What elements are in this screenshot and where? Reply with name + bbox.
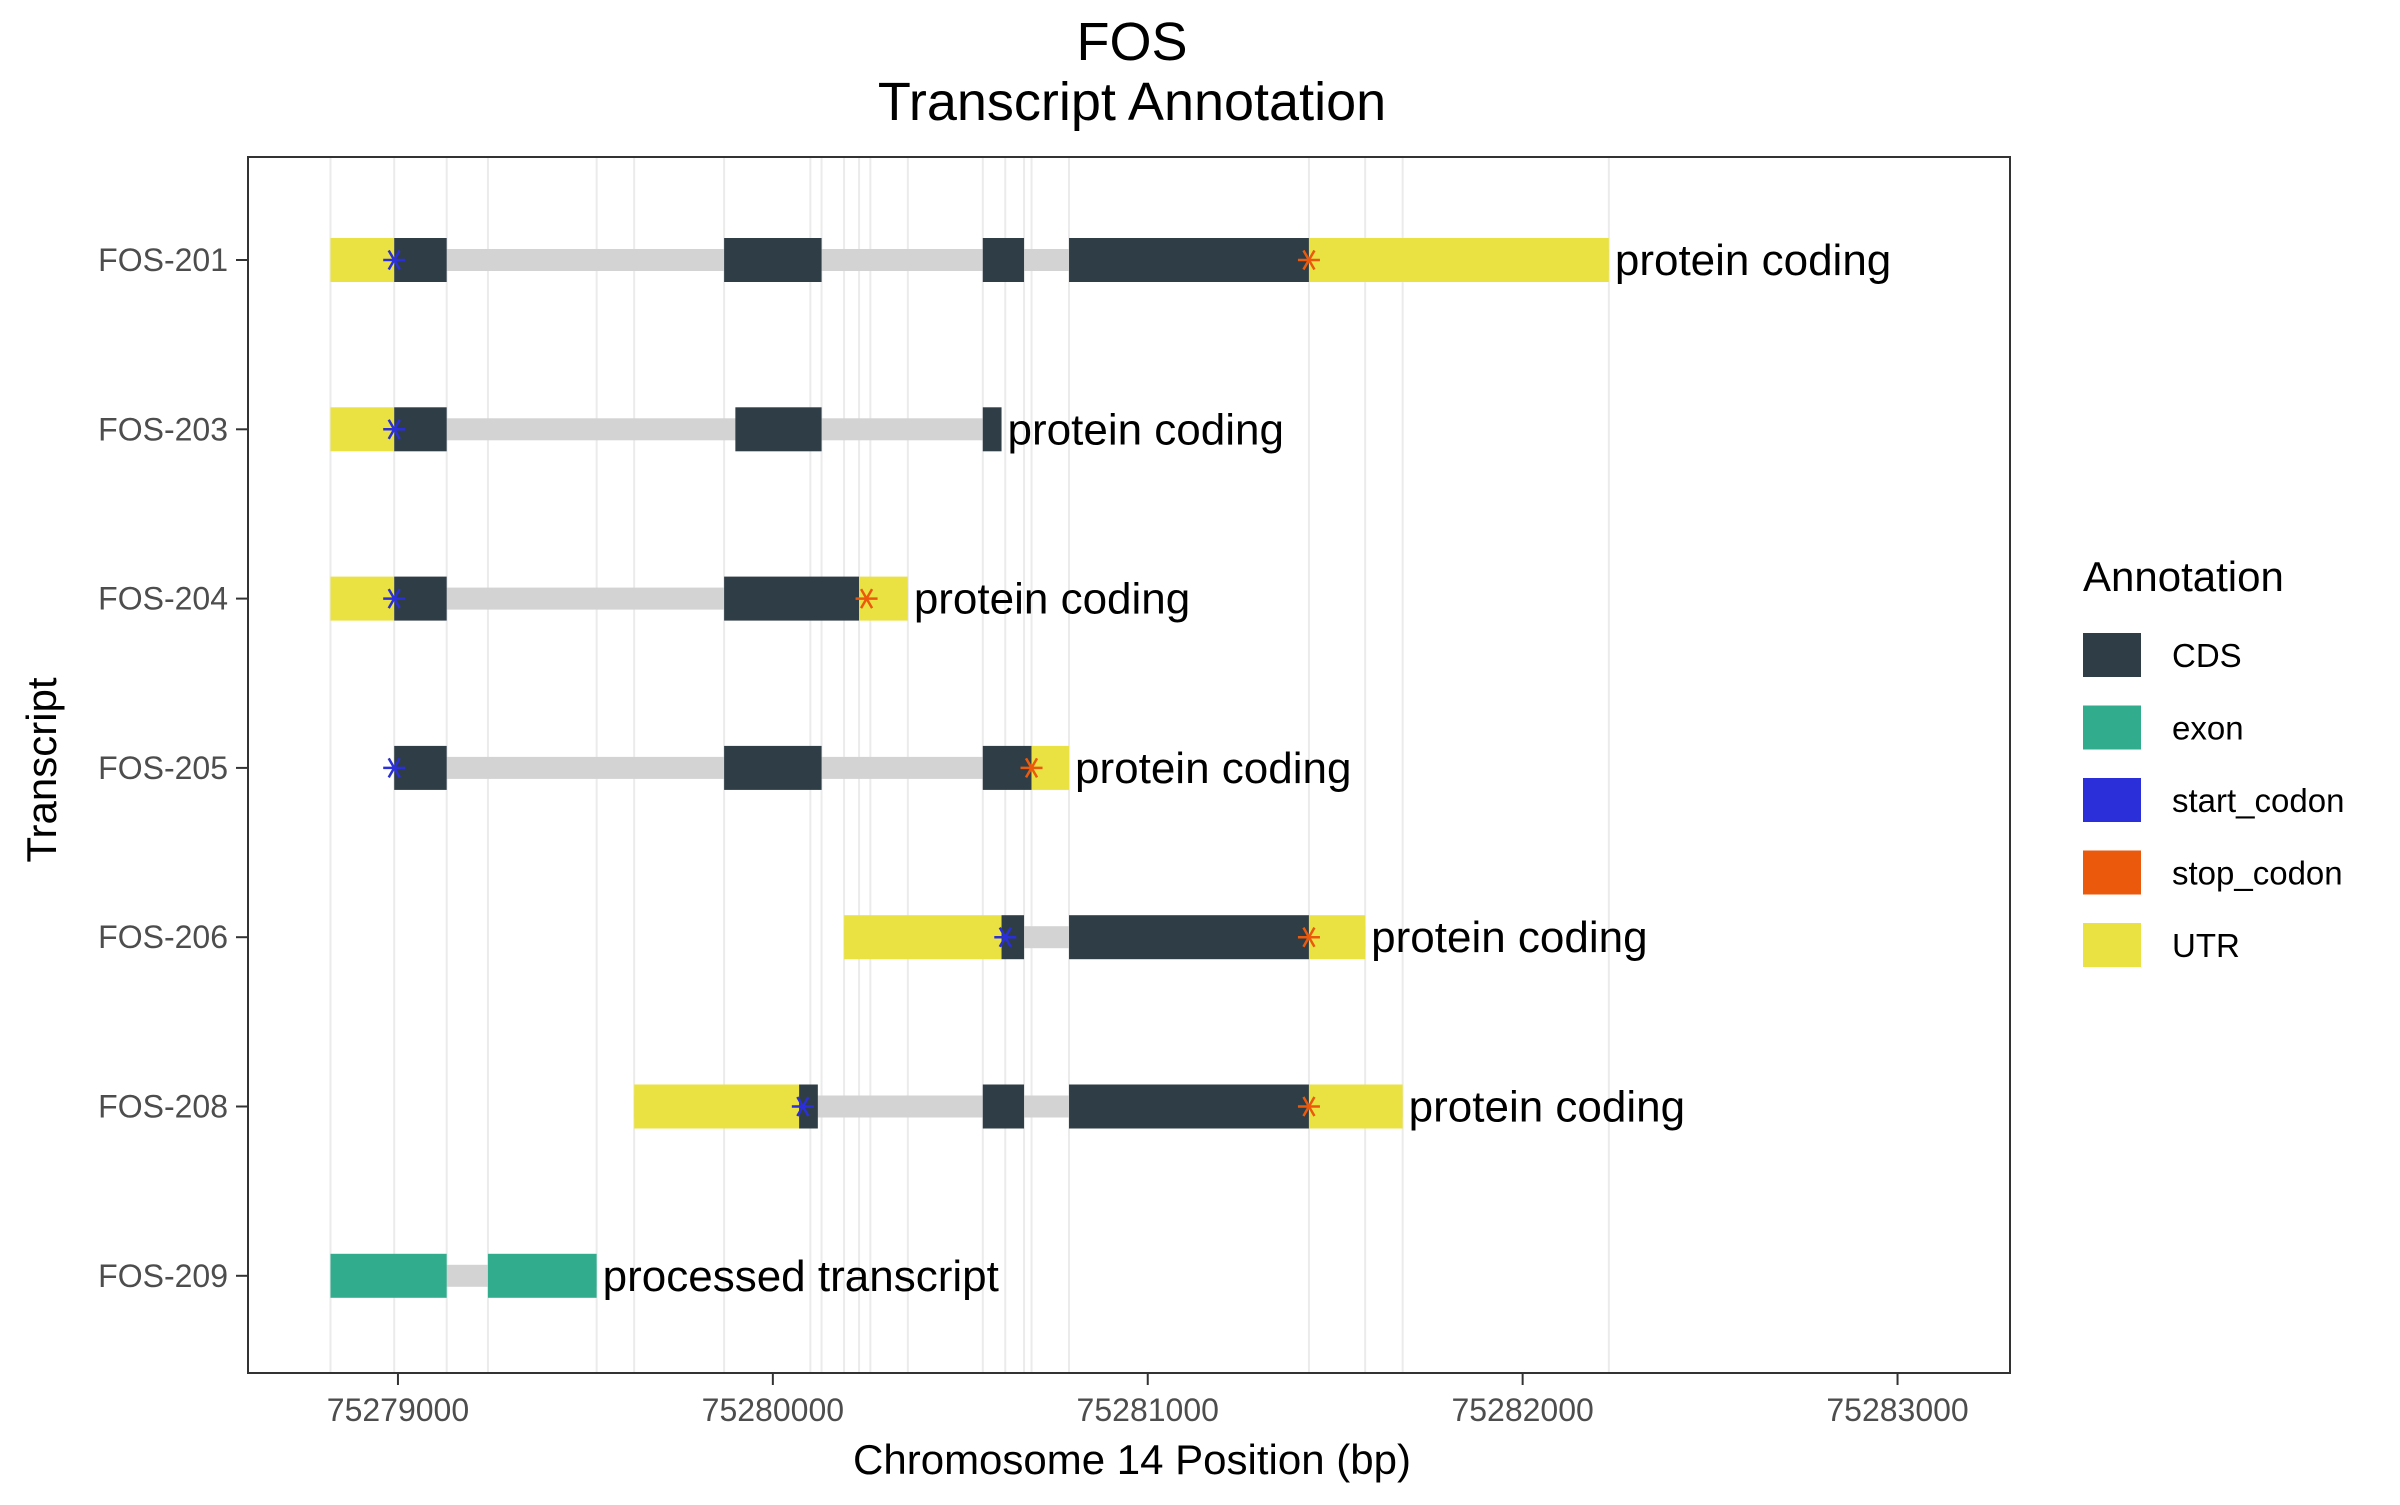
y-tick-label: FOS-203 <box>98 411 228 447</box>
legend-label: CDS <box>2172 637 2242 674</box>
x-tick-label: 75280000 <box>702 1392 844 1428</box>
cds-segment <box>724 576 860 621</box>
biotype-label: protein coding <box>1075 744 1351 793</box>
cds-segment <box>1069 1084 1309 1129</box>
start-codon-marker <box>383 757 406 779</box>
x-tick-label: 75283000 <box>1826 1392 1968 1428</box>
y-tick-label: FOS-206 <box>98 919 228 955</box>
y-axis-title: Transcript <box>18 677 65 862</box>
transcript-track: protein coding <box>634 1083 1685 1132</box>
cds-segment <box>1069 238 1309 282</box>
chart-subtitle: Transcript Annotation <box>878 72 1386 132</box>
x-tick-label: 75281000 <box>1077 1392 1219 1428</box>
legend-label: start_codon <box>2172 782 2344 819</box>
cds-segment <box>982 407 1002 452</box>
cds-segment <box>1069 915 1309 960</box>
biotype-label: protein coding <box>1615 236 1891 285</box>
transcript-track: protein coding <box>844 913 1648 962</box>
utr-segment <box>844 915 1002 960</box>
legend-label: UTR <box>2172 927 2240 964</box>
cds-segment <box>724 238 822 282</box>
biotype-label: protein coding <box>1409 1083 1685 1132</box>
transcript-track: processed transcript <box>330 1252 999 1301</box>
cds-segment <box>724 745 822 790</box>
stop-codon-marker <box>1297 1096 1320 1117</box>
biotype-label: protein coding <box>914 575 1190 624</box>
transcript-tracks: processed transcript protein coding protei… <box>330 236 1891 1301</box>
legend-key-stop-codon <box>2083 850 2141 895</box>
y-tick-label: FOS-208 <box>98 1089 228 1125</box>
y-tick-label: FOS-209 <box>98 1258 228 1294</box>
x-tick-label: 75282000 <box>1451 1392 1593 1428</box>
biotype-label: protein coding <box>1371 913 1647 962</box>
transcript-track: protein coding <box>330 575 1190 624</box>
exon-segment <box>487 1253 597 1298</box>
start-codon-marker <box>791 1096 814 1117</box>
biotype-label: processed transcript <box>603 1252 999 1301</box>
transcript-track: protein coding <box>383 744 1351 793</box>
chart-title: FOS <box>1076 12 1187 72</box>
legend-key-utr <box>2083 923 2141 967</box>
stop-codon-marker <box>1297 249 1320 271</box>
legend-key-cds <box>2083 633 2141 677</box>
stop-codon-marker <box>855 588 878 609</box>
y-tick-label: FOS-201 <box>98 242 228 278</box>
cds-segment <box>982 238 1025 282</box>
start-codon-marker <box>383 249 406 271</box>
transcript-track: protein coding <box>330 405 1284 454</box>
panel-border <box>247 156 2011 1374</box>
biotype-label: protein coding <box>1008 405 1284 454</box>
legend-title: Annotation <box>2083 553 2284 600</box>
legend-label: exon <box>2172 710 2244 747</box>
cds-segment <box>735 407 822 452</box>
legend-key-start-codon <box>2083 778 2141 822</box>
y-tick-label: FOS-205 <box>98 750 228 786</box>
legend-label: stop_codon <box>2172 855 2343 892</box>
cds-segment <box>982 1084 1025 1129</box>
utr-segment <box>1308 238 1609 282</box>
stop-codon-marker <box>1297 927 1320 948</box>
start-codon-marker <box>383 419 406 440</box>
legend-key-exon <box>2083 705 2141 750</box>
x-tick-label: 75279000 <box>327 1392 469 1428</box>
y-tick-label: FOS-204 <box>98 581 228 617</box>
plot-area: processed transcript protein coding protei… <box>98 156 2011 1428</box>
exon-segment <box>330 1253 447 1298</box>
utr-segment <box>1308 1084 1403 1129</box>
start-codon-marker <box>383 588 406 609</box>
start-codon-marker <box>994 927 1017 948</box>
legend: Annotation CDS exon start_codon stop_codon U… <box>2083 553 2344 967</box>
stop-codon-marker <box>1020 757 1043 779</box>
x-axis-title: Chromosome 14 Position (bp) <box>853 1436 1411 1483</box>
transcript-track: protein coding <box>330 236 1891 285</box>
intron-line <box>330 418 1002 441</box>
utr-segment <box>634 1084 800 1129</box>
